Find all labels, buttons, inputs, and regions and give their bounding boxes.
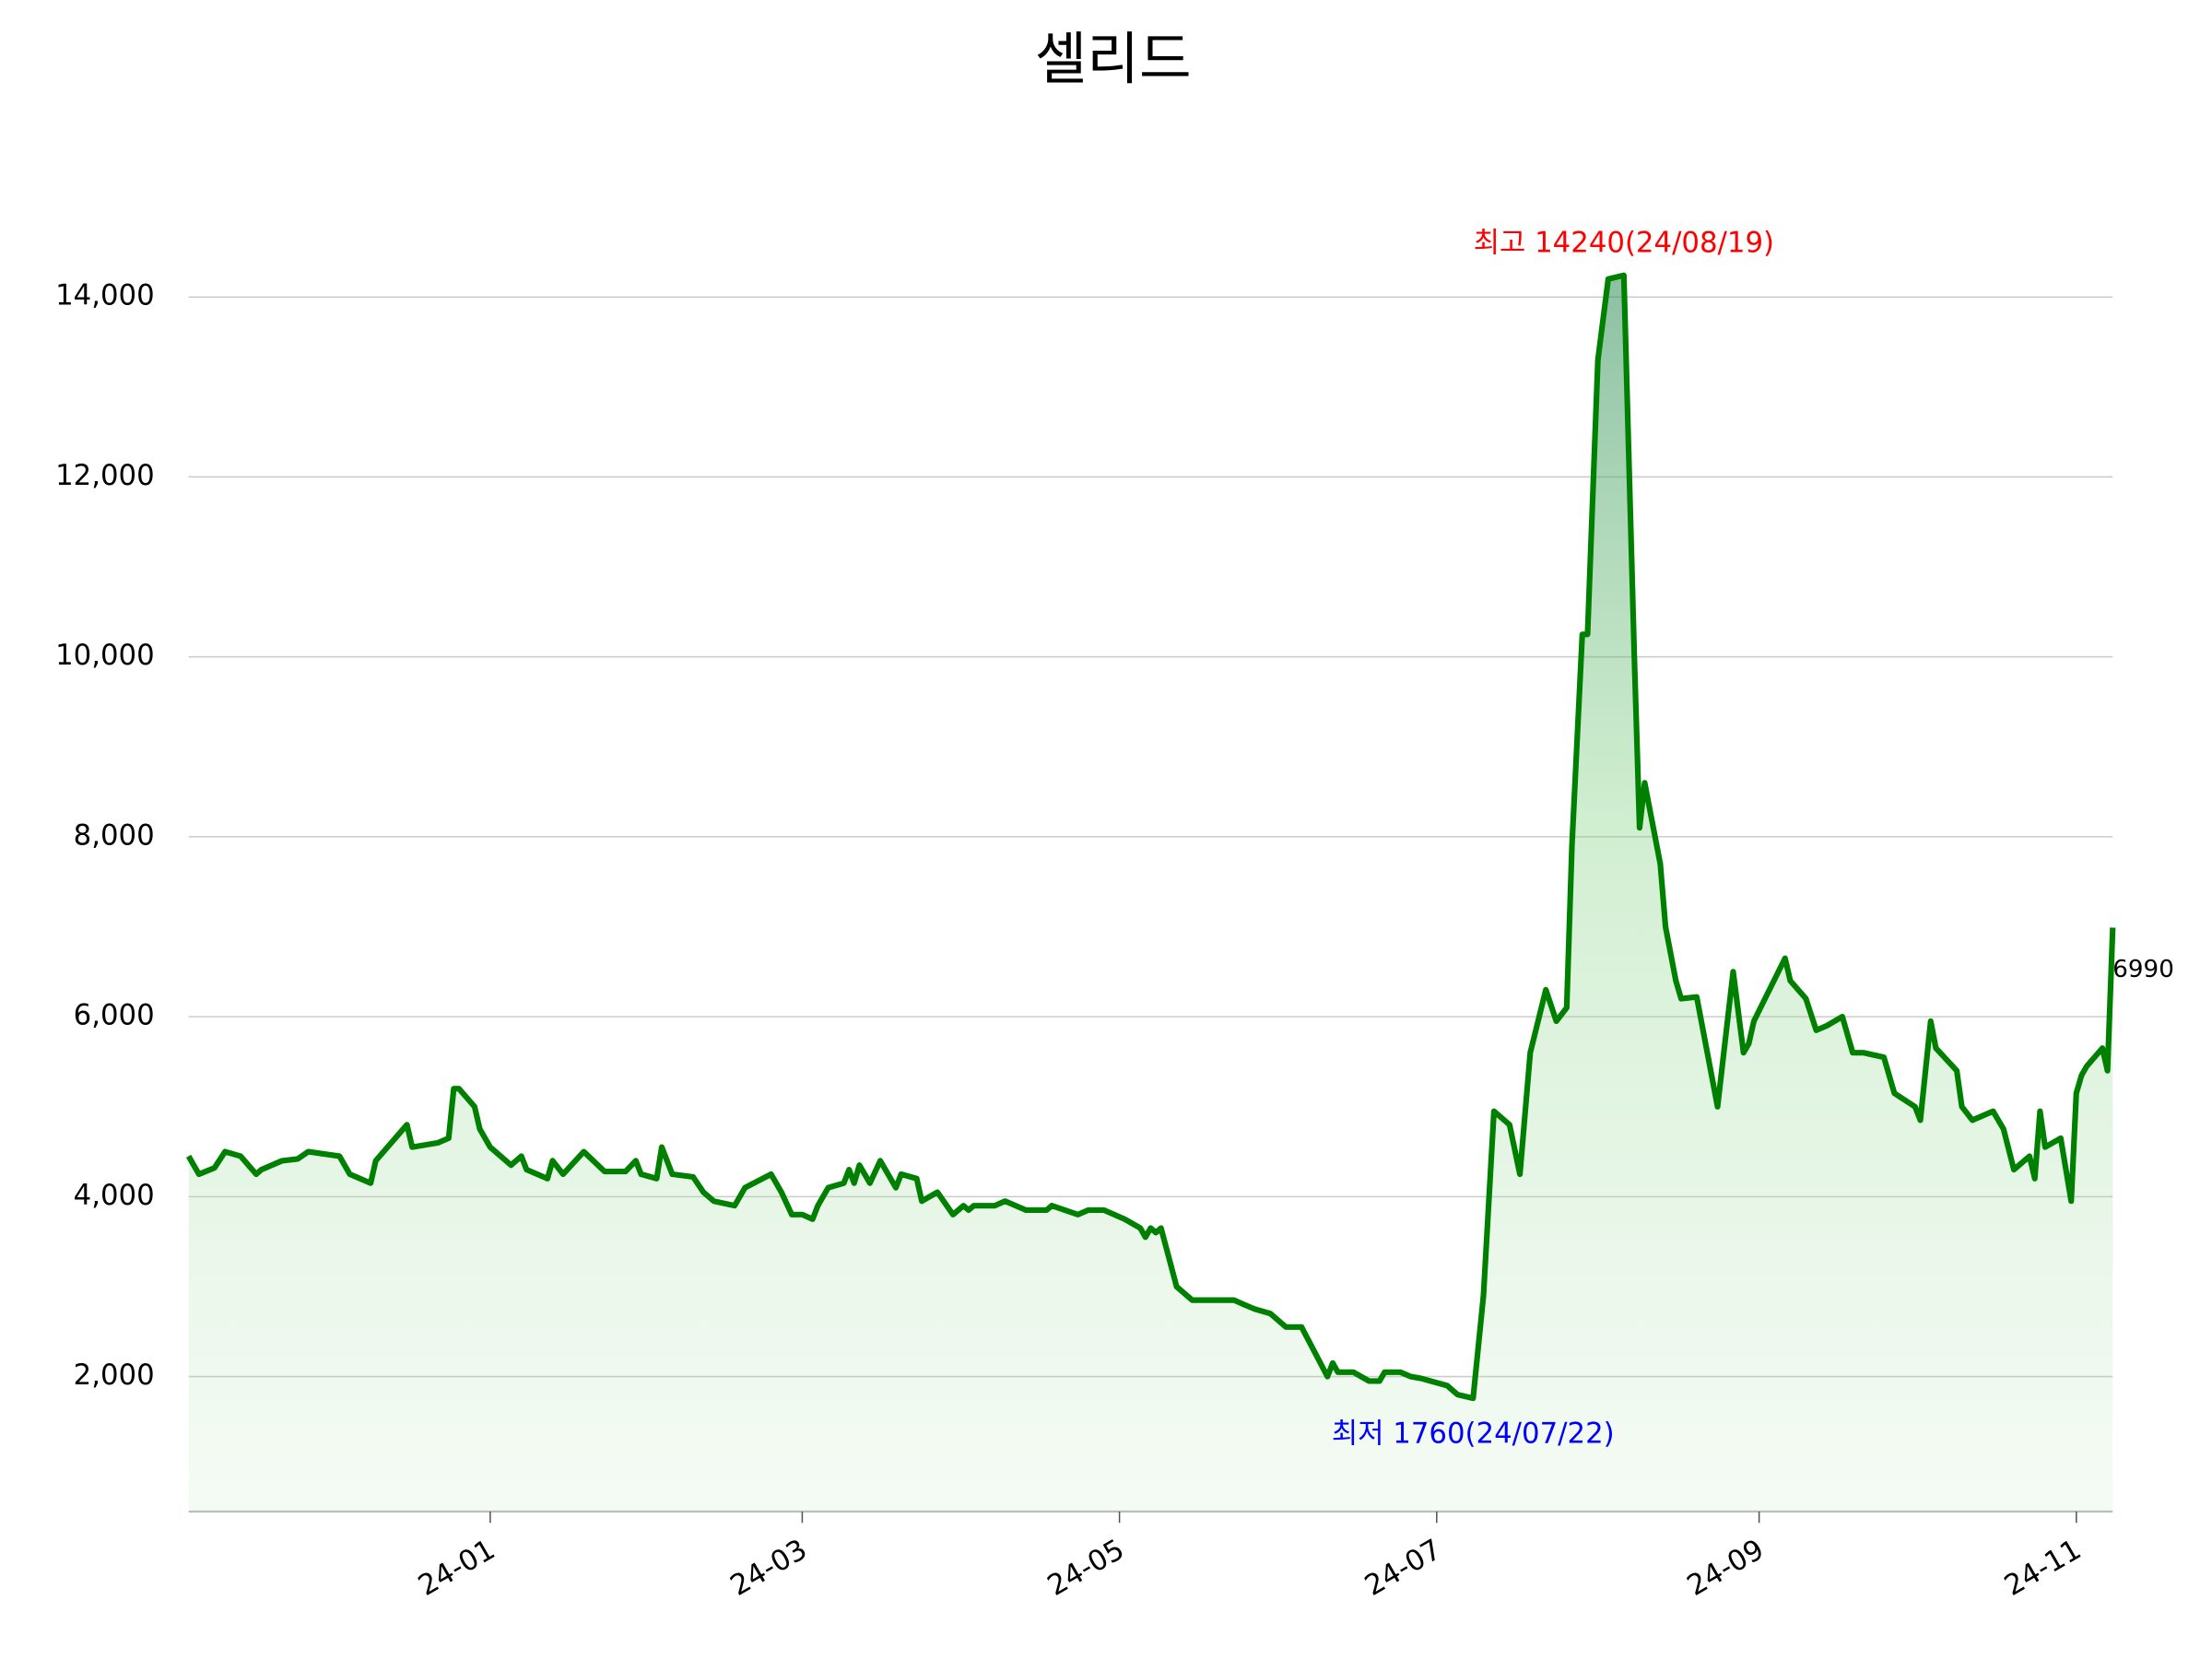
y-tick-label: 14,000 — [55, 279, 155, 312]
x-tick-label: 24-09 — [1682, 1533, 1770, 1603]
x-tick-label: 24-03 — [724, 1533, 812, 1603]
x-tick-label: 24-11 — [1999, 1533, 2087, 1603]
annotation: 최고 14240(24/08/19) — [1474, 226, 1774, 259]
annotation: 최저 1760(24/07/22) — [1332, 1418, 1615, 1451]
x-tick-label: 24-07 — [1359, 1533, 1447, 1603]
y-tick-label: 8,000 — [74, 818, 155, 852]
annotation: 6990 — [2112, 956, 2174, 983]
y-tick-label: 12,000 — [55, 459, 155, 492]
y-tick-label: 2,000 — [74, 1359, 155, 1392]
area — [188, 275, 2113, 1512]
y-tick-label: 6,000 — [74, 999, 155, 1032]
chart-title: 셀리드 — [1035, 26, 1192, 92]
y-tick-label: 4,000 — [74, 1179, 155, 1212]
line — [185, 272, 2116, 1402]
y-tick-label: 10,000 — [55, 639, 155, 672]
x-tick-label: 24-05 — [1042, 1533, 1130, 1603]
x-tick-label: 24-01 — [413, 1533, 500, 1603]
